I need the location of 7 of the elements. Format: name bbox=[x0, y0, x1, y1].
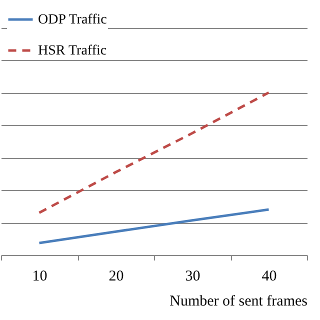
x-tick-label: 30 bbox=[185, 268, 200, 284]
legend-label: ODP Traffic bbox=[38, 12, 107, 28]
x-tick-label: 10 bbox=[32, 268, 48, 284]
x-tick-label: 40 bbox=[262, 268, 277, 284]
x-tick-label: 20 bbox=[108, 268, 124, 284]
legend-label: HSR Traffic bbox=[38, 44, 107, 58]
x-axis-title: Number of sent frames bbox=[170, 294, 308, 310]
